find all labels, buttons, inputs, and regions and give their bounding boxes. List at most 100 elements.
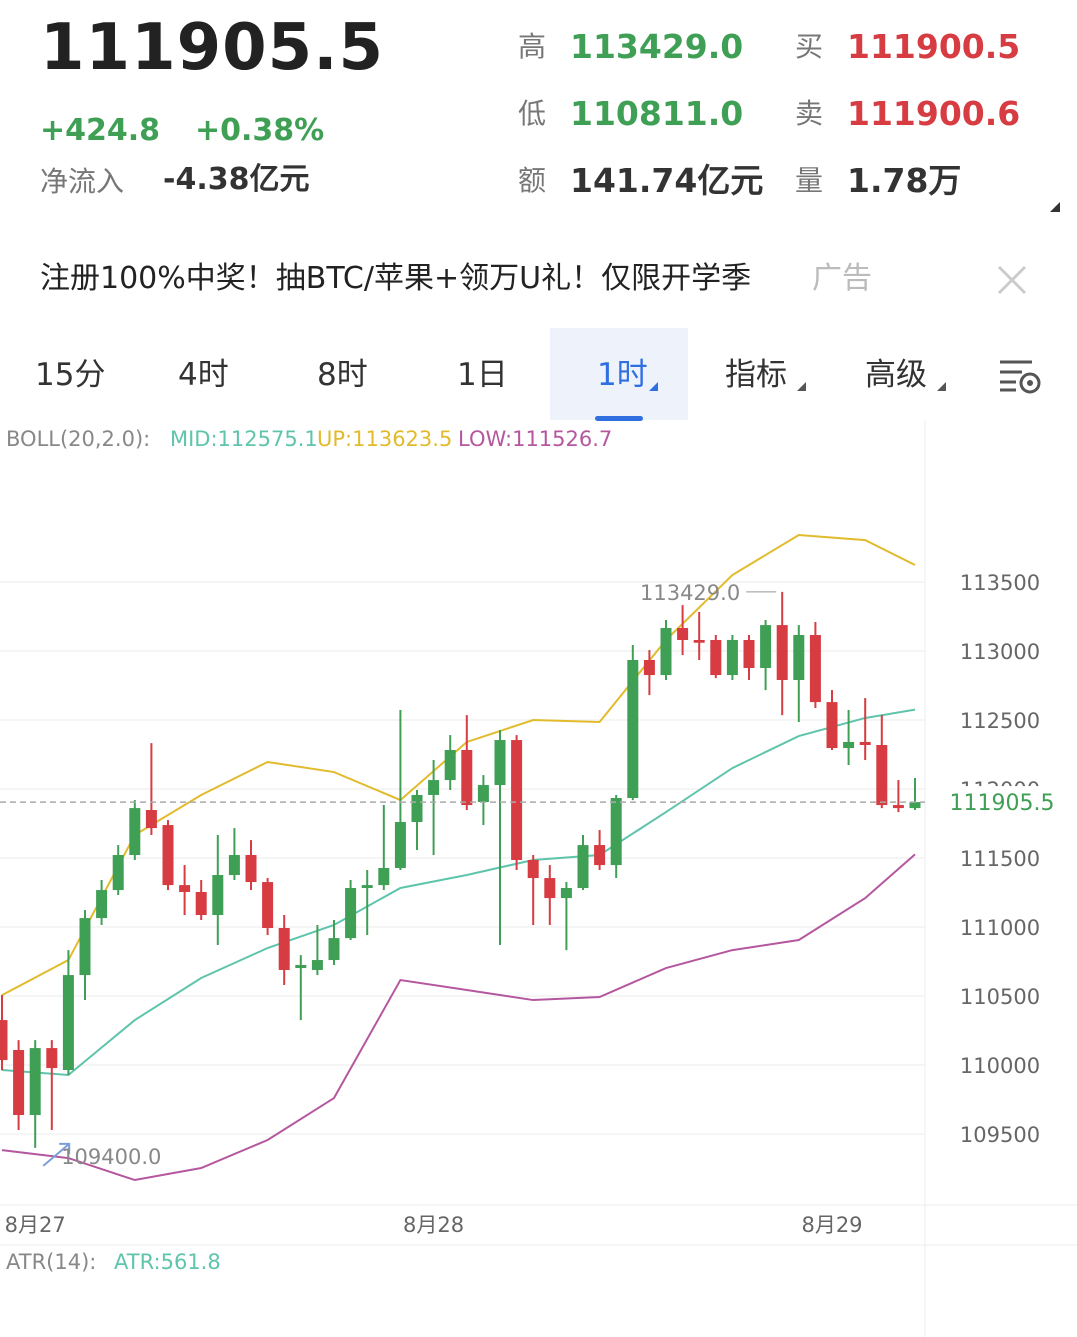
indicator-label: BOLL(20,2.0): — [6, 427, 150, 451]
candle-body — [477, 785, 489, 803]
candle-body — [79, 918, 91, 976]
tab[interactable]: 1日 — [457, 357, 508, 393]
y-tick-label: 112500 — [960, 709, 1040, 733]
candle-body — [394, 822, 406, 868]
candle-body — [693, 639, 705, 643]
expand-icon[interactable] — [1050, 202, 1060, 212]
tab[interactable]: 4时 — [178, 357, 229, 393]
x-tick-label: 8月28 — [403, 1213, 464, 1237]
tab[interactable]: 指标 — [725, 357, 787, 393]
candle-body — [0, 1020, 8, 1061]
candle-body — [660, 627, 672, 676]
y-tick-label: 111000 — [960, 916, 1040, 940]
y-tick-label: 113500 — [960, 571, 1040, 595]
candle-body — [378, 867, 390, 886]
candle-body — [643, 659, 655, 676]
candle-body — [494, 740, 506, 786]
settings-icon[interactable] — [998, 356, 1046, 396]
candle-body — [46, 1048, 58, 1069]
tab[interactable]: 高级 — [865, 357, 927, 393]
candle-body — [710, 639, 722, 676]
annotation-arrow — [42, 1142, 71, 1167]
indicator-line — [1, 533, 916, 996]
x-tick-label: 8月27 — [5, 1213, 66, 1237]
stat-label: 量 — [795, 164, 824, 197]
stat-value: 1.78万 — [847, 161, 962, 200]
candle-body — [760, 625, 772, 669]
candle-body — [527, 859, 539, 879]
stat-label: 买 — [795, 30, 824, 63]
y-tick-label: 109500 — [960, 1123, 1040, 1147]
candle-body — [328, 938, 340, 961]
candle-body — [212, 875, 224, 916]
chart: 1095001100001105001110001115001120001125… — [0, 420, 1077, 1337]
sub-indicator-value: ATR:561.8 — [114, 1250, 221, 1274]
stat-value: 110811.0 — [570, 94, 744, 133]
y-tick-label: 113000 — [960, 640, 1040, 664]
tab[interactable]: 1时 — [597, 357, 648, 393]
change: +424.8 — [40, 113, 161, 148]
stat-value: 111900.6 — [847, 94, 1021, 133]
candle-body — [112, 855, 124, 891]
candle-body — [96, 890, 108, 919]
ad-text[interactable]: 注册100%中奖！抽BTC/苹果+领万U礼！仅限开学季 — [40, 261, 752, 296]
legend-entry: UP:113623.5 — [317, 427, 452, 451]
price-tag-bg — [940, 786, 1065, 819]
annotation: 109400.0 — [61, 1145, 161, 1169]
stat-label: 额 — [518, 164, 547, 197]
candle-body — [311, 960, 323, 970]
candle-body — [29, 1048, 41, 1116]
candle-body — [145, 810, 157, 829]
candle-body — [444, 749, 456, 781]
candle-body — [677, 627, 689, 640]
stat-value: 111900.5 — [847, 27, 1021, 66]
candle-body — [278, 928, 290, 970]
candle-body — [610, 798, 622, 866]
annotation: 113429.0 — [640, 581, 740, 605]
legend-entry: LOW:111526.7 — [458, 427, 612, 451]
candle-body — [511, 740, 523, 860]
y-tick-label: 111500 — [960, 847, 1040, 871]
stat-label: 高 — [518, 30, 547, 63]
candle-body — [560, 887, 572, 899]
net-inflow-label: 净流入 — [40, 165, 125, 198]
candle-body — [129, 808, 141, 856]
candle-body — [461, 749, 473, 806]
stat-label: 低 — [518, 97, 547, 130]
candle-body — [295, 965, 307, 969]
tab[interactable]: 8时 — [317, 357, 368, 393]
tab-caret — [797, 382, 806, 391]
candle-body — [13, 1050, 25, 1116]
candle-body — [843, 741, 855, 749]
candle-body — [262, 882, 274, 929]
candle-body — [228, 855, 240, 876]
candle-body — [428, 780, 440, 795]
candle-body — [809, 635, 821, 703]
candle-body — [179, 885, 191, 892]
candle-body — [62, 975, 74, 1071]
candle-body — [776, 625, 788, 681]
y-tick-label: 110500 — [960, 985, 1040, 1009]
active-tab-underline — [595, 416, 643, 421]
tab-caret — [649, 382, 658, 391]
change-pct: +0.38% — [195, 113, 325, 148]
net-inflow: -4.38亿元 — [163, 162, 310, 197]
tab[interactable]: 15分 — [35, 357, 106, 393]
candle-body — [909, 802, 921, 809]
candle-body — [826, 702, 838, 749]
tab-caret — [937, 382, 946, 391]
stat-value: 113429.0 — [570, 27, 744, 66]
candle-body — [345, 887, 357, 939]
candle-body — [411, 794, 423, 823]
price: 111905.5 — [40, 11, 385, 85]
candle-body — [743, 639, 755, 669]
candle-body — [627, 659, 639, 799]
candle-body — [876, 745, 888, 806]
candle-body — [859, 741, 871, 746]
stat-value: 141.74亿元 — [570, 161, 764, 200]
close-ad[interactable] — [996, 264, 1028, 296]
ad-tag: 广告 — [812, 261, 872, 296]
candle-body — [195, 891, 207, 916]
sub-indicator-label: ATR(14): — [6, 1250, 96, 1274]
